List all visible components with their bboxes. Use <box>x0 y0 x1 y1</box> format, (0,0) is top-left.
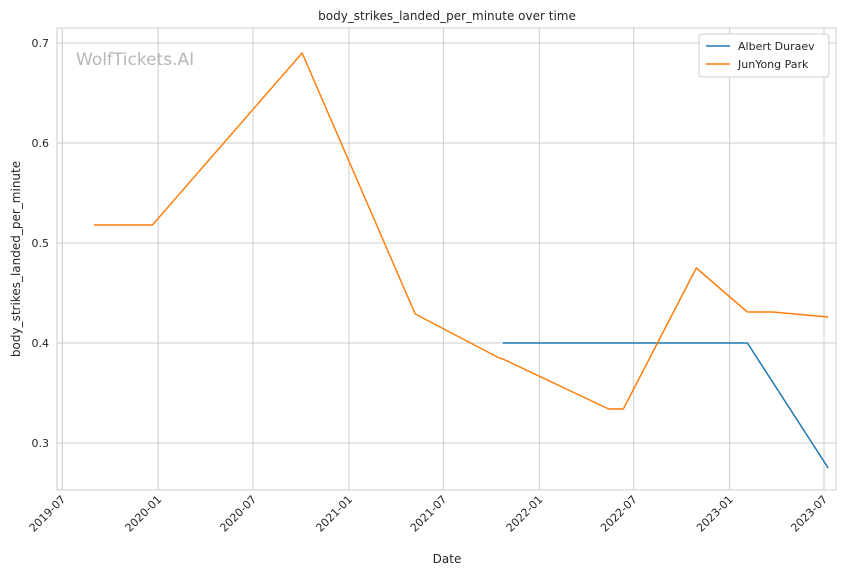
y-tick-label: 0.6 <box>32 137 50 150</box>
y-tick-label: 0.5 <box>32 237 50 250</box>
legend: Albert Duraev JunYong Park <box>698 33 830 78</box>
plot-frame <box>56 27 837 491</box>
series-line-albert-duraev <box>502 342 829 469</box>
y-tick-label: 0.4 <box>32 337 50 350</box>
watermark-text: WolfTickets.AI <box>76 50 194 70</box>
series-line-junyong-park <box>94 52 829 410</box>
chart-title: body_strikes_landed_per_minute over time <box>318 9 576 23</box>
y-axis-label: body_strikes_landed_per_minute <box>9 161 23 357</box>
y-tick-label: 0.7 <box>32 37 50 50</box>
y-tick-label: 0.3 <box>32 437 50 450</box>
series-lines <box>94 52 829 469</box>
legend-label-albert-duraev: Albert Duraev <box>738 40 815 53</box>
legend-box <box>698 33 830 78</box>
x-axis-label: Date <box>433 552 462 566</box>
grid <box>57 28 836 490</box>
legend-label-junyong-park: JunYong Park <box>737 58 809 71</box>
